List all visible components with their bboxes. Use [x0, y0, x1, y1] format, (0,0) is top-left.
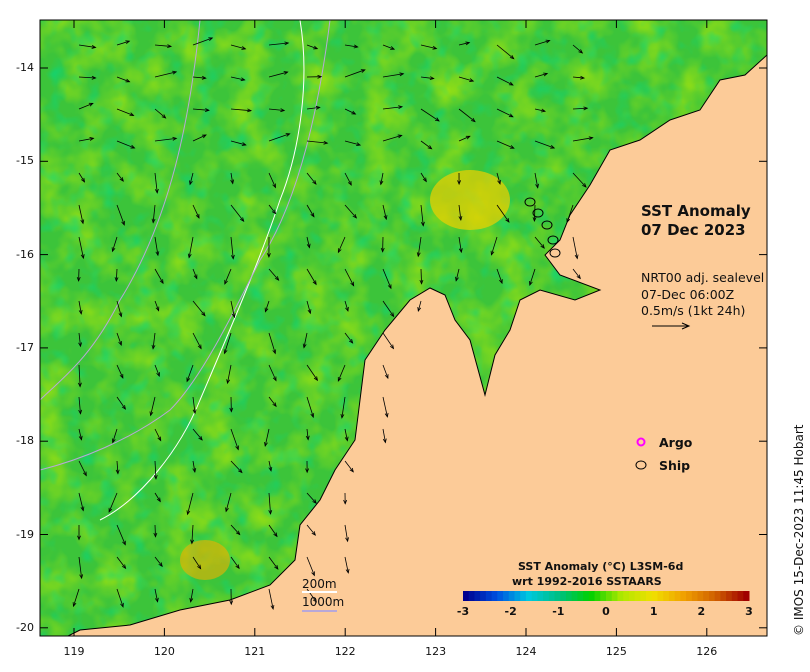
- plot-frame: [39, 19, 768, 637]
- colorbar-segment: [485, 591, 493, 601]
- colorbar-segment: [640, 591, 647, 601]
- argo-marker-icon: [636, 437, 646, 447]
- colorbar-segment: [503, 591, 510, 601]
- credit: © IMOS 15-Dec-2023 11:45 Hobart: [792, 424, 806, 636]
- colorbar-segment: [474, 591, 481, 601]
- colorbar-segment: [708, 591, 716, 601]
- colorbar-segment: [583, 591, 590, 601]
- colorbar-tick-label: -2: [504, 605, 517, 618]
- colorbar-segment: [623, 591, 630, 601]
- x-tick-label: 126: [696, 645, 718, 658]
- colorbar-segment: [588, 591, 596, 601]
- legend-argo: Argo: [659, 435, 693, 450]
- colorbar-tick-label: 1: [649, 605, 658, 618]
- colorbar-segment: [606, 591, 613, 601]
- colorbar-segment: [743, 591, 750, 601]
- colorbar-segment: [537, 591, 544, 601]
- colorbar-subtitle: wrt 1992-2016 SSTAARS: [512, 575, 662, 588]
- colorbar-segment: [463, 591, 470, 601]
- land: [66, 54, 767, 636]
- contour-1000m: [40, 20, 331, 471]
- colorbar-tick-label: 3: [745, 605, 753, 618]
- colorbar-segment: [714, 591, 721, 601]
- legend-ship: Ship: [659, 458, 691, 473]
- current-vectors: [72, 37, 594, 610]
- y-tick-label: -17: [16, 340, 34, 354]
- y-tick-label: -18: [16, 434, 34, 448]
- colorbar-tick-label: -3: [456, 605, 470, 618]
- colorbar-segment: [674, 591, 681, 601]
- colorbar-segment: [565, 591, 573, 601]
- colorbar-segment: [726, 591, 733, 601]
- colorbar-tick-label: -1: [552, 605, 565, 618]
- colorbar-segment: [663, 591, 670, 601]
- colorbar-segment: [571, 591, 578, 601]
- colorbar-segment: [703, 591, 710, 601]
- ship-track: [524, 197, 561, 258]
- colorbar-segment: [737, 591, 744, 601]
- colorbar-segment: [686, 591, 693, 601]
- colorbar-segment: [646, 591, 653, 601]
- x-tick-label: 125: [605, 645, 627, 658]
- current-info: NRT00 adj. sealevel 07-Dec 06:00Z 0.5m/s (…: [641, 270, 765, 318]
- colorbar-title: SST Anomaly (°C) L3SM-6d: [518, 560, 684, 573]
- ship-marker-icon: [635, 460, 647, 470]
- colorbar-segment: [468, 591, 475, 601]
- colorbar-segment: [668, 591, 676, 601]
- x-tick-label: 119: [63, 645, 85, 658]
- colorbar-segment: [491, 591, 498, 601]
- colorbar-segment: [531, 591, 538, 601]
- colorbar-segment: [525, 591, 533, 601]
- x-tick-label: 120: [153, 645, 175, 658]
- colorbar-segment: [691, 591, 699, 601]
- colorbar-tick-label: 0: [602, 605, 610, 618]
- colorbar-segment: [651, 591, 658, 601]
- map-title: SST Anomaly 07 Dec 2023: [641, 202, 751, 239]
- colorbar-segment: [680, 591, 687, 601]
- colorbar-segment: [508, 591, 515, 601]
- colorbar-segment: [577, 591, 584, 601]
- y-tick-label: -19: [16, 527, 34, 541]
- colorbar-segment: [560, 591, 567, 601]
- colorbar-segment: [600, 591, 607, 601]
- y-tick-label: -16: [16, 247, 34, 261]
- colorbar-segment: [634, 591, 641, 601]
- y-tick-label: -20: [16, 620, 34, 634]
- colorbar-segment: [697, 591, 704, 601]
- colorbar-segment: [617, 591, 624, 601]
- colorbar-segment: [657, 591, 664, 601]
- y-tick-label: -15: [16, 154, 34, 168]
- colorbar-segment: [720, 591, 727, 601]
- contour-label-200m: 200m: [302, 577, 337, 591]
- y-tick-label: -14: [16, 61, 34, 74]
- colorbar-segment: [594, 591, 601, 601]
- colorbar-segment: [514, 591, 521, 601]
- colorbar-segment: [554, 591, 561, 601]
- x-tick-label: 122: [334, 645, 356, 658]
- colorbar-segment: [628, 591, 636, 601]
- contour-label-1000m: 1000m: [302, 595, 345, 609]
- colorbar-segment: [480, 591, 487, 601]
- colorbar-segment: [497, 591, 504, 601]
- x-tick-label: 123: [425, 645, 447, 658]
- colorbar-segment: [520, 591, 527, 601]
- colorbar-segment: [548, 591, 556, 601]
- colorbar-segment: [731, 591, 739, 601]
- colorbar-segment: [543, 591, 550, 601]
- colorbar-segment: [611, 591, 618, 601]
- contour-200m: [99, 20, 305, 521]
- colorbar: [463, 591, 750, 601]
- x-tick-label: 121: [244, 645, 266, 658]
- x-tick-label: 124: [515, 645, 537, 658]
- colorbar-tick-label: 2: [697, 605, 706, 618]
